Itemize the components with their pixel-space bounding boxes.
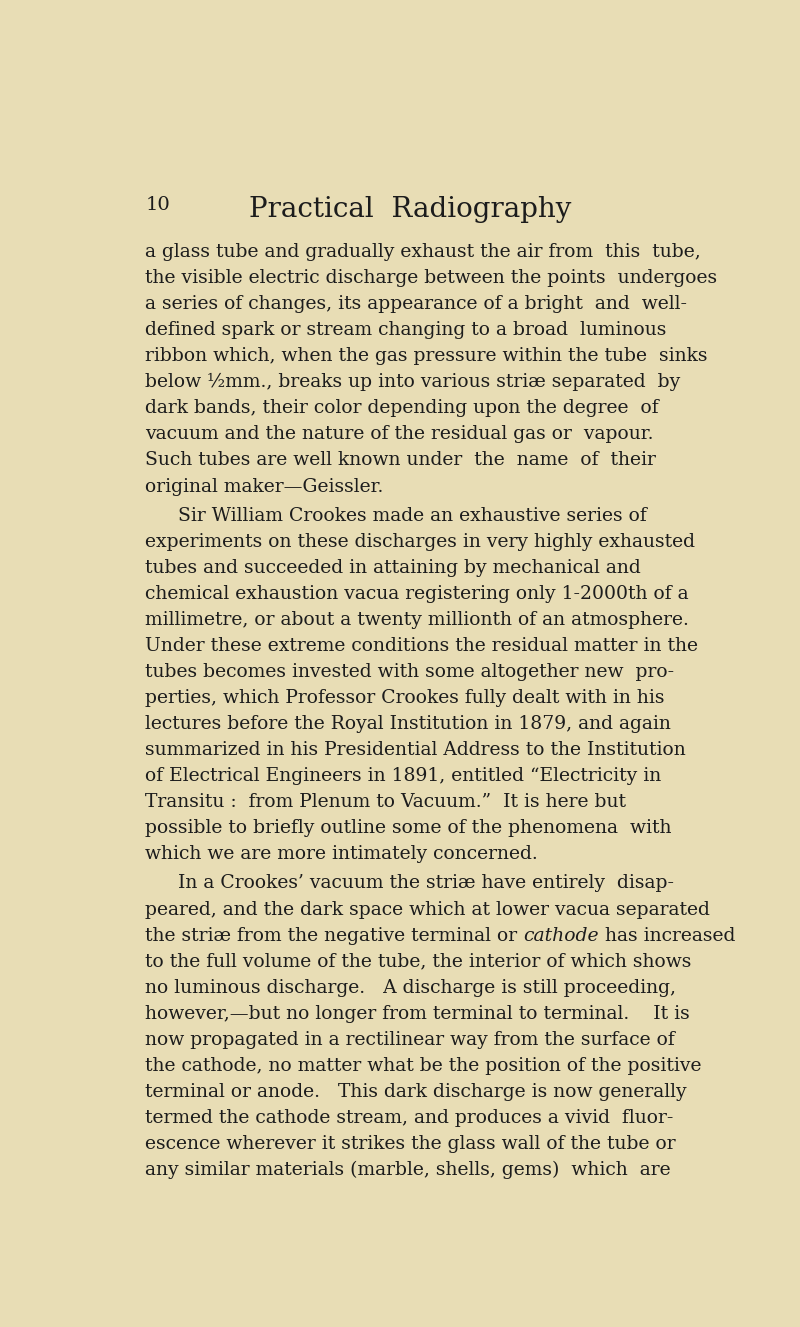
Text: the visible electric discharge between the points  undergoes: the visible electric discharge between t… <box>146 269 718 287</box>
Text: ribbon which, when the gas pressure within the tube  sinks: ribbon which, when the gas pressure with… <box>146 348 708 365</box>
Text: Under these extreme conditions the residual matter in the: Under these extreme conditions the resid… <box>146 637 698 656</box>
Text: vacuum and the nature of the residual gas or  vapour.: vacuum and the nature of the residual ga… <box>146 426 654 443</box>
Text: original maker—Geissler.: original maker—Geissler. <box>146 478 384 495</box>
Text: any similar materials (marble, shells, gems)  which  are: any similar materials (marble, shells, g… <box>146 1161 671 1180</box>
Text: cathode: cathode <box>523 926 599 945</box>
Text: perties, which Professor Crookes fully dealt with in his: perties, which Professor Crookes fully d… <box>146 689 665 707</box>
Text: Transitu :  from Plenum to Vacuum.”  It is here but: Transitu : from Plenum to Vacuum.” It is… <box>146 794 626 811</box>
Text: tubes becomes invested with some altogether new  pro-: tubes becomes invested with some altoget… <box>146 664 674 681</box>
Text: Sir William Crookes made an exhaustive series of: Sir William Crookes made an exhaustive s… <box>178 507 646 524</box>
Text: chemical exhaustion vacua registering only 1-2000th of a: chemical exhaustion vacua registering on… <box>146 585 689 602</box>
Text: summarized in his Presidential Address to the Institution: summarized in his Presidential Address t… <box>146 742 686 759</box>
Text: escence wherever it strikes the glass wall of the tube or: escence wherever it strikes the glass wa… <box>146 1135 676 1153</box>
Text: which we are more intimately concerned.: which we are more intimately concerned. <box>146 845 538 864</box>
Text: terminal or anode.   This dark discharge is now generally: terminal or anode. This dark discharge i… <box>146 1083 687 1101</box>
Text: In a Crookes’ vacuum the striæ have entirely  disap-: In a Crookes’ vacuum the striæ have enti… <box>178 874 674 893</box>
Text: a glass tube and gradually exhaust the air from  this  tube,: a glass tube and gradually exhaust the a… <box>146 243 701 261</box>
Text: to the full volume of the tube, the interior of which shows: to the full volume of the tube, the inte… <box>146 953 692 970</box>
Text: Such tubes are well known under  the  name  of  their: Such tubes are well known under the name… <box>146 451 656 470</box>
Text: tubes and succeeded in attaining by mechanical and: tubes and succeeded in attaining by mech… <box>146 559 641 577</box>
Text: experiments on these discharges in very highly exhausted: experiments on these discharges in very … <box>146 532 695 551</box>
Text: now propagated in a rectilinear way from the surface of: now propagated in a rectilinear way from… <box>146 1031 675 1048</box>
Text: of Electrical Engineers in 1891, entitled “Electricity in: of Electrical Engineers in 1891, entitle… <box>146 767 662 786</box>
Text: Practical  Radiography: Practical Radiography <box>249 196 571 223</box>
Text: 10: 10 <box>146 196 170 214</box>
Text: below ½mm., breaks up into various striæ separated  by: below ½mm., breaks up into various striæ… <box>146 373 681 391</box>
Text: possible to briefly outline some of the phenomena  with: possible to briefly outline some of the … <box>146 819 672 837</box>
Text: peared, and the dark space which at lower vacua separated: peared, and the dark space which at lowe… <box>146 901 710 918</box>
Text: a series of changes, its appearance of a bright  and  well-: a series of changes, its appearance of a… <box>146 295 687 313</box>
Text: millimetre, or about a twenty millionth of an atmosphere.: millimetre, or about a twenty millionth … <box>146 610 689 629</box>
Text: has increased: has increased <box>599 926 735 945</box>
Text: defined spark or stream changing to a broad  luminous: defined spark or stream changing to a br… <box>146 321 666 340</box>
Text: termed the cathode stream, and produces a vivid  fluor-: termed the cathode stream, and produces … <box>146 1109 674 1127</box>
Text: lectures before the Royal Institution in 1879, and again: lectures before the Royal Institution in… <box>146 715 671 733</box>
Text: dark bands, their color depending upon the degree  of: dark bands, their color depending upon t… <box>146 399 659 418</box>
Text: no luminous discharge.   A discharge is still proceeding,: no luminous discharge. A discharge is st… <box>146 979 676 997</box>
Text: the striæ from the negative terminal or: the striæ from the negative terminal or <box>146 926 523 945</box>
Text: however,—but no longer from terminal to terminal.    It is: however,—but no longer from terminal to … <box>146 1005 690 1023</box>
Text: the cathode, no matter what be the position of the positive: the cathode, no matter what be the posit… <box>146 1056 702 1075</box>
